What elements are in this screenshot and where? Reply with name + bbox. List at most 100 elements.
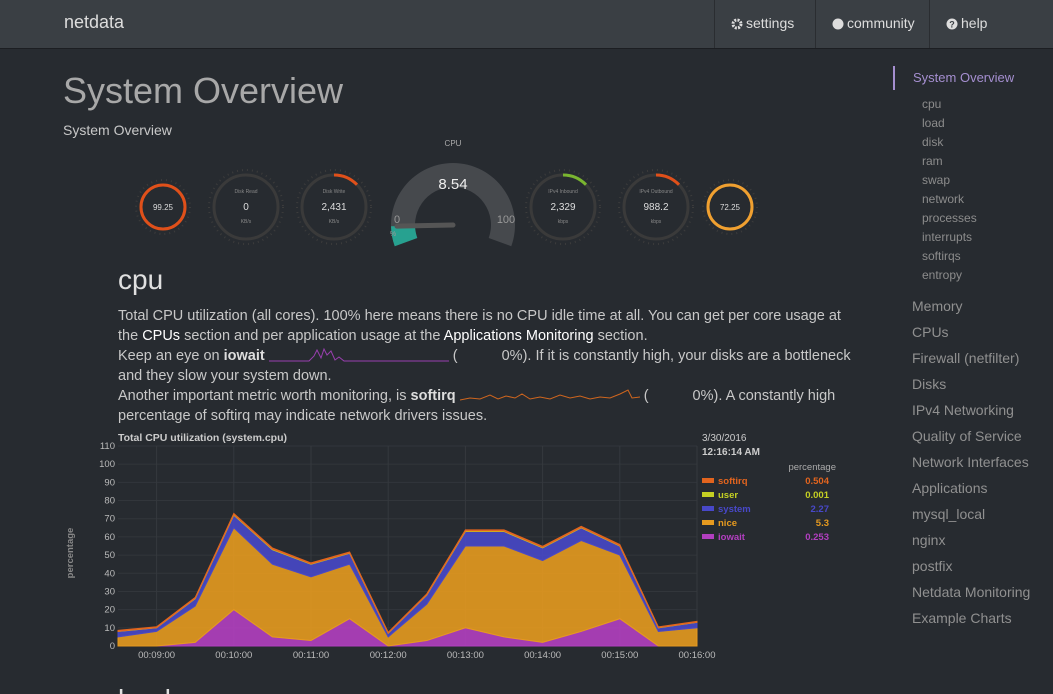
text: (: [448, 348, 458, 364]
section-title: cpu: [118, 264, 164, 295]
sidebar-link[interactable]: Memory: [912, 298, 963, 314]
sidebar-link[interactable]: Disks: [912, 376, 947, 392]
legend-swatch: [702, 520, 714, 525]
sidebar-sub-list: cpu load disk ram swap network processes interr…: [893, 95, 1053, 285]
icon: [731, 18, 743, 30]
gauge-unit: kbps: [651, 219, 662, 225]
sidebar-link[interactable]: load: [922, 116, 945, 130]
gauge-max: 100: [497, 214, 515, 226]
legend-name: system: [718, 504, 751, 515]
sidebar-link[interactable]: CPUs: [912, 324, 949, 340]
nav-label: settings: [746, 15, 795, 31]
gauge-label: Disk Write: [323, 189, 346, 195]
sidebar-link[interactable]: swap: [922, 173, 951, 187]
x-tick-label: 00:11:00: [293, 650, 329, 661]
y-tick-label: 80: [104, 496, 115, 507]
legend-name: nice: [718, 518, 737, 529]
gauge-scale: [525, 169, 601, 245]
sparkline: [459, 389, 640, 401]
gauge-value: 72.25: [720, 203, 741, 212]
gauge-value: 2,431: [321, 202, 346, 213]
text: 0%). If it is constantly high, your disk…: [118, 348, 851, 384]
x-tick-label: 00:16:00: [679, 650, 716, 661]
legend-value: 0.253: [805, 532, 829, 543]
gauge-scale: [208, 169, 284, 245]
gauge-value: 988.2: [643, 202, 668, 213]
gauge-title: CPU: [445, 139, 462, 148]
header: netdata settings community ? help: [0, 0, 1053, 49]
paragraph: Another important metric worth monitorin…: [118, 386, 858, 426]
paragraph: Total CPU utilization (all cores). 100% …: [118, 306, 858, 346]
nav-settings[interactable]: settings: [714, 0, 815, 48]
sidebar-link[interactable]: Example Charts: [912, 610, 1012, 626]
page-subtitle: System Overview: [63, 122, 172, 138]
sidebar-link[interactable]: entropy: [922, 268, 963, 282]
sidebar-link[interactable]: network: [922, 192, 965, 206]
y-tick-label: 50: [104, 550, 115, 561]
sidebar-link[interactable]: postfix: [912, 558, 953, 574]
sidebar-link[interactable]: interrupts: [922, 230, 973, 244]
x-tick-label: 00:09:00: [138, 650, 175, 661]
sidebar-link[interactable]: disk: [922, 135, 944, 149]
sidebar: System Overview cpu load disk ram swap networ…: [893, 66, 1053, 631]
gauge-value-arc: [391, 225, 418, 247]
sidebar-link[interactable]: Firewall (netfilter): [912, 350, 1020, 366]
legend-time: 12:16:14 AM: [702, 447, 760, 458]
gauge-track: [212, 173, 280, 241]
sidebar-list: Memory CPUs Firewall (netfilter) Disks IPv4 …: [893, 293, 1053, 631]
x-tick-label: 00:14:00: [524, 650, 561, 661]
nav-label: help: [961, 15, 988, 31]
sidebar-link[interactable]: IPv4 Networking: [912, 402, 1014, 418]
metric: softirq: [410, 388, 456, 404]
sidebar-link[interactable]: Quality of Service: [912, 428, 1022, 444]
sidebar-link[interactable]: softirqs: [922, 249, 961, 263]
text: section.: [593, 328, 648, 344]
nav-community[interactable]: community: [815, 0, 929, 48]
gauge-ring: [562, 173, 588, 186]
gauge-unit: kbps: [558, 219, 569, 225]
gauge-ring: [139, 183, 187, 231]
chart-title: Total CPU utilization (system.cpu): [118, 432, 287, 444]
y-tick-label: 60: [104, 532, 115, 543]
link[interactable]: Applications Monitoring: [443, 328, 594, 344]
section-title: load: [118, 684, 171, 694]
gauge-scale: [702, 179, 758, 235]
gauge-background: [391, 163, 515, 247]
sidebar-link[interactable]: nginx: [912, 532, 946, 548]
brand[interactable]: netdata: [64, 12, 125, 32]
y-tick-label: 0: [110, 641, 115, 652]
sidebar-link[interactable]: Network Interfaces: [912, 454, 1029, 470]
sidebar-link[interactable]: processes: [922, 211, 977, 225]
sidebar-active[interactable]: System Overview: [893, 66, 1053, 90]
svg-text:?: ?: [949, 20, 955, 30]
sidebar-link[interactable]: ram: [922, 154, 943, 168]
gauge-unit: KB/s: [241, 219, 252, 225]
text: (: [639, 388, 649, 404]
nav-help[interactable]: ? help: [929, 0, 1053, 48]
y-tick-label: 90: [104, 477, 115, 488]
nav-label: community: [847, 15, 915, 31]
y-tick-label: 30: [104, 586, 115, 597]
link[interactable]: CPUs: [142, 328, 181, 344]
legend-value: 0.001: [805, 490, 829, 501]
y-tick-label: 40: [104, 568, 115, 579]
sidebar-link[interactable]: cpu: [922, 97, 942, 111]
gauge-scale: [135, 179, 191, 235]
legend-value: 5.3: [816, 518, 829, 529]
gauge-needle: [394, 222, 456, 229]
legend-name: iowait: [718, 532, 746, 543]
icon: [832, 18, 844, 30]
y-tick-label: 10: [104, 623, 115, 634]
icon: ?: [946, 18, 958, 30]
text: Total CPU utilization (all cores). 100% …: [118, 308, 841, 344]
gauge-value: 8.54: [438, 176, 467, 193]
x-tick-label: 00:12:00: [370, 650, 407, 661]
sidebar-link[interactable]: Applications: [912, 480, 988, 496]
gauge-value: 0: [243, 202, 249, 213]
sidebar-link[interactable]: Netdata Monitoring: [912, 584, 1031, 600]
sidebar-link[interactable]: mysql_local: [912, 506, 986, 522]
gauge-value: 2,329: [550, 202, 575, 213]
y-tick-label: 100: [99, 459, 115, 470]
x-tick-label: 00:10:00: [215, 650, 252, 661]
